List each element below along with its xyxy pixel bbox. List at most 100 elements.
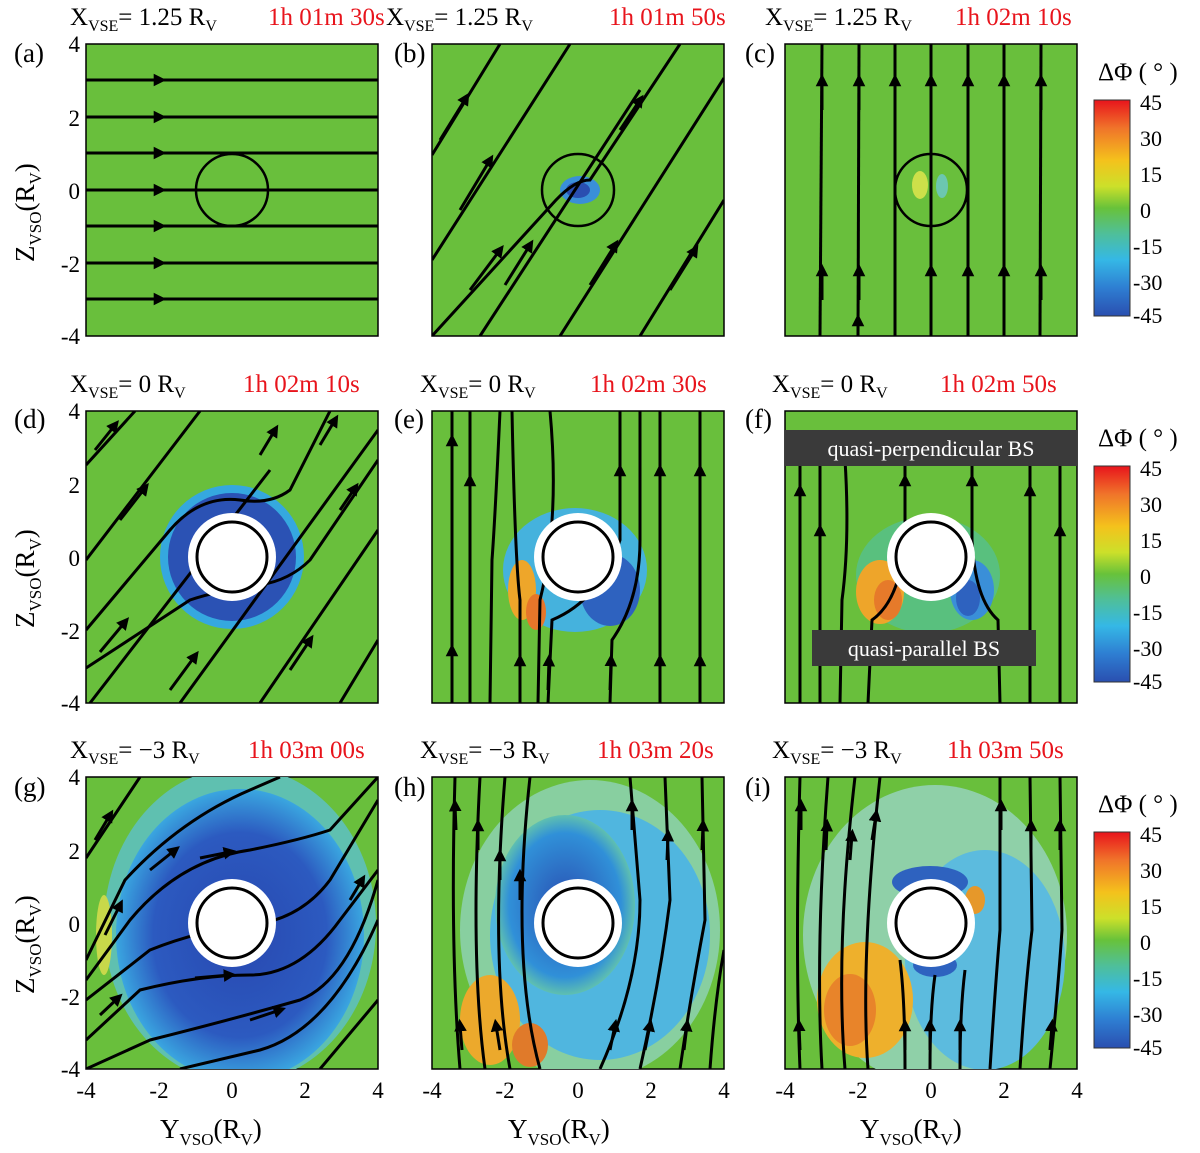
y-tick-row2-m4: -4	[61, 691, 81, 716]
y-axis-label-row3: ZVSO(RV)	[10, 895, 45, 994]
panel-h	[431, 776, 725, 1070]
planet-outline	[894, 886, 968, 960]
panel-c-blue-arc	[936, 174, 948, 198]
panel-f-tag: (f)	[745, 404, 772, 434]
x-tick-col3-2: 2	[998, 1078, 1010, 1103]
colorbar-tick: 30	[1140, 492, 1162, 517]
panel-f: quasi-perpendicular BS quasi-parallel BS	[784, 410, 1078, 704]
panel-a-time: 1h 01m 30s	[268, 4, 385, 31]
y-tick-row3-m2: -2	[61, 985, 80, 1010]
panel-d-tag: (d)	[14, 404, 45, 434]
colorbar-tick: -45	[1133, 303, 1162, 328]
y-axis-label-row1: ZVSO(RV)	[10, 163, 45, 262]
planet-outline	[195, 520, 269, 594]
panel-h-time: 1h 03m 20s	[597, 737, 714, 764]
colorbar-tick: 0	[1140, 198, 1151, 223]
x-tick-col3-m2: -2	[848, 1078, 867, 1103]
colorbar-tick: 0	[1140, 564, 1151, 589]
x-tick-col1-0: 0	[226, 1078, 238, 1103]
colorbar-tick: 30	[1140, 858, 1162, 883]
y-tick-row2-2: 2	[69, 473, 81, 498]
x-tick-col2-m4: -4	[422, 1078, 442, 1103]
x-axis-label-col1: YVSO(RV)	[160, 1114, 262, 1149]
panel-g	[85, 776, 379, 1070]
panel-d-field-lines	[86, 411, 378, 703]
panel-f-time: 1h 02m 50s	[940, 371, 1057, 398]
panel-b-time: 1h 01m 50s	[609, 4, 726, 31]
panel-e-tag: (e)	[394, 404, 424, 434]
colorbar-row1: ΔΦ ( ° ) 45 30 15 0 -15 -30 -45	[1093, 59, 1178, 328]
y-tick-row1-0: 0	[69, 179, 81, 204]
y-tick-row2-4: 4	[69, 399, 81, 424]
y-tick-row3-2: 2	[69, 839, 81, 864]
colorbar-title: ΔΦ ( ° )	[1098, 791, 1178, 818]
panel-h-field-lines	[448, 777, 724, 1069]
panel-e	[431, 410, 725, 704]
x-tick-col1-2: 2	[299, 1078, 311, 1103]
x-tick-col2-0: 0	[572, 1078, 584, 1103]
y-tick-row3-4: 4	[69, 765, 81, 790]
panel-h-positive-region	[460, 975, 520, 1065]
colorbar-tick: 30	[1140, 126, 1162, 151]
planet-outline	[894, 520, 968, 594]
planet-body	[188, 879, 276, 967]
y-tick-row1-4: 4	[69, 32, 81, 57]
planet-outline	[540, 152, 616, 228]
planet-body	[887, 879, 975, 967]
y-tick-labels: 4 2 0 -2 -4 4 2 0 -2 -4 4 2 0 -2 -4	[61, 32, 81, 1082]
colorbar-gradient	[1093, 99, 1131, 317]
colorbar-row3: ΔΦ ( ° ) 45 30 15 0 -15 -30 -45	[1093, 791, 1178, 1060]
planet-outline	[541, 886, 615, 960]
panel-i	[784, 776, 1078, 1070]
panel-h-header: XVSE= −3 RV	[420, 737, 550, 768]
panel-i-time: 1h 03m 50s	[947, 737, 1064, 764]
panel-d-header: XVSE= 0 RV	[70, 371, 186, 402]
panel-e-header: XVSE= 0 RV	[420, 371, 536, 402]
quasi-parallel-box	[812, 630, 1036, 666]
planet-body	[534, 513, 622, 601]
panel-a-field-lines	[86, 73, 378, 306]
panel-i-header: XVSE= −3 RV	[772, 737, 902, 768]
panel-a-header: XVSE= 1.25 RV	[70, 4, 217, 35]
colorbar-tick: -15	[1133, 234, 1162, 259]
y-tick-row3-0: 0	[69, 912, 81, 937]
x-tick-col2-2: 2	[645, 1078, 657, 1103]
panel-c-yellow-arc	[912, 171, 928, 199]
planet-body	[887, 513, 975, 601]
quasi-parallel-label: quasi-parallel BS	[848, 636, 1000, 661]
planet-outline	[541, 520, 615, 594]
colorbar-tick: -30	[1133, 636, 1162, 661]
colorbar-gradient	[1093, 831, 1131, 1049]
x-tick-col2-4: 4	[718, 1078, 730, 1103]
planet-outline	[194, 152, 270, 228]
y-axis-labels: ZVSO(RV) ZVSO(RV) ZVSO(RV)	[10, 163, 45, 994]
panel-tags: (a) (b) (c) (d) (e) (f) (g) (h) (i)	[14, 38, 775, 802]
panel-h-tag: (h)	[394, 772, 425, 802]
colorbar-tick: 15	[1140, 894, 1162, 919]
y-tick-row3-m4: -4	[61, 1057, 81, 1082]
colorbar-title: ΔΦ ( ° )	[1098, 59, 1178, 86]
x-tick-col1-4: 4	[372, 1078, 384, 1103]
colorbar-tick: 45	[1140, 822, 1162, 847]
panel-i-field-lines	[792, 777, 1067, 1069]
panel-e-time: 1h 02m 30s	[590, 371, 707, 398]
colorbar-tick: -30	[1133, 1002, 1162, 1027]
colorbar-tick: -45	[1133, 669, 1162, 694]
panel-f-header: XVSE= 0 RV	[772, 371, 888, 402]
panel-e-positive-core	[526, 594, 546, 630]
x-tick-col1-m2: -2	[149, 1078, 168, 1103]
panel-a-tag: (a)	[14, 38, 44, 68]
colorbar-tick: -15	[1133, 600, 1162, 625]
planet-body	[188, 513, 276, 601]
panel-g-tag: (g)	[14, 772, 45, 802]
panel-b-header: XVSE= 1.25 RV	[386, 4, 533, 35]
colorbar-gradient	[1093, 465, 1131, 683]
colorbar-tick: -15	[1133, 966, 1162, 991]
x-tick-col3-0: 0	[925, 1078, 937, 1103]
y-axis-label-row2: ZVSO(RV)	[10, 529, 45, 628]
planet-outline	[893, 152, 969, 228]
panel-b	[431, 43, 725, 337]
colorbar-tick: 45	[1140, 90, 1162, 115]
panel-c-time: 1h 02m 10s	[955, 4, 1072, 31]
